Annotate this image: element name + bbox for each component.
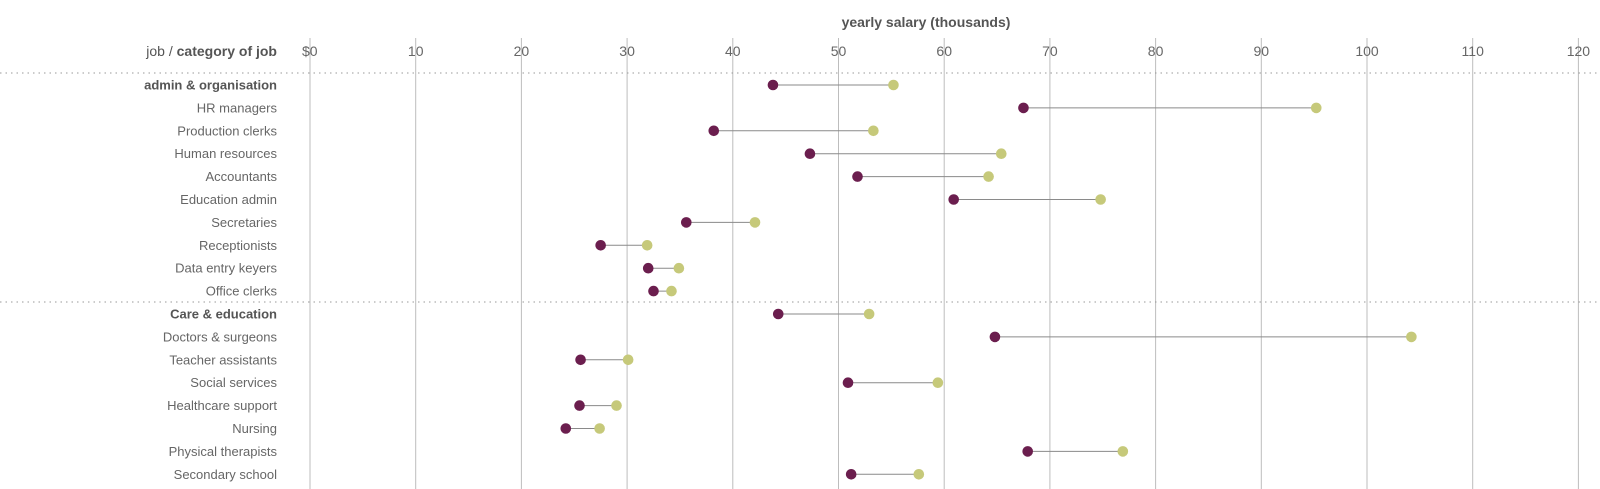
x-tick-label: 60 bbox=[936, 43, 952, 59]
low-value-dot bbox=[804, 148, 816, 159]
group-label: admin & organisation bbox=[144, 78, 277, 93]
high-value-dot bbox=[1310, 102, 1322, 114]
x-tick-label: 80 bbox=[1148, 43, 1164, 59]
low-value-dot bbox=[1022, 446, 1034, 457]
high-value-dot bbox=[594, 423, 605, 434]
x-tick-label: 40 bbox=[725, 43, 741, 59]
x-tick-label: 100 bbox=[1355, 43, 1379, 59]
x-tick-label: 10 bbox=[408, 43, 424, 59]
row-label: Healthcare support bbox=[167, 398, 277, 413]
low-value-dot bbox=[575, 354, 586, 366]
low-value-dot bbox=[845, 469, 857, 480]
low-value-dot bbox=[772, 308, 784, 320]
low-value-dot bbox=[680, 217, 692, 228]
low-value-dot bbox=[642, 262, 654, 274]
grid-layer bbox=[309, 38, 1579, 489]
low-value-dot bbox=[648, 285, 659, 297]
row-label: Receptionists bbox=[199, 238, 278, 253]
high-value-dot bbox=[673, 262, 685, 274]
low-value-dot bbox=[842, 377, 854, 389]
low-value-dot bbox=[595, 240, 606, 251]
high-value-dot bbox=[611, 400, 622, 411]
high-value-dot bbox=[641, 240, 653, 251]
low-value-dot bbox=[708, 125, 720, 137]
row-label: Physical therapists bbox=[169, 444, 278, 459]
row-label: Production clerks bbox=[177, 123, 277, 138]
low-value-dot bbox=[560, 423, 572, 434]
x-tick-label: 120 bbox=[1567, 43, 1591, 59]
x-tick-label: 50 bbox=[831, 43, 847, 59]
low-value-dot bbox=[1018, 102, 1029, 114]
x-tick-label: 30 bbox=[619, 43, 635, 59]
y-axis-title: job / category of job bbox=[145, 43, 277, 59]
row-label: Teacher assistants bbox=[169, 352, 277, 367]
row-label: Doctors & surgeons bbox=[163, 329, 278, 344]
x-tick-label: $0 bbox=[302, 43, 318, 59]
low-value-dot bbox=[767, 79, 779, 91]
low-value-dot bbox=[574, 400, 585, 411]
high-value-dot bbox=[868, 125, 879, 137]
low-value-dot bbox=[948, 194, 960, 205]
row-label: Nursing bbox=[232, 421, 277, 436]
y-axis-title-prefix: job / bbox=[145, 43, 176, 59]
dots bbox=[560, 79, 1417, 480]
high-value-dot bbox=[666, 285, 677, 297]
high-value-dot bbox=[863, 308, 875, 320]
row-labels: admin & organisation HR managers Productio… bbox=[144, 78, 277, 482]
row-label: Data entry keyers bbox=[175, 261, 277, 276]
x-tick-label: 20 bbox=[514, 43, 530, 59]
row-label: Education admin bbox=[180, 192, 277, 207]
x-tick-label: 90 bbox=[1254, 43, 1270, 59]
x-tick-label: 110 bbox=[1462, 43, 1485, 59]
row-label: HR managers bbox=[197, 100, 278, 115]
x-axis-title: yearly salary (thousands) bbox=[842, 14, 1011, 30]
high-value-dot bbox=[622, 354, 634, 366]
row-label: Secretaries bbox=[211, 215, 277, 230]
row-label: Office clerks bbox=[206, 284, 278, 299]
high-value-dot bbox=[913, 469, 925, 480]
row-label: Social services bbox=[190, 375, 277, 390]
row-label: Secondary school bbox=[174, 467, 277, 482]
x-axis-ticks: $0 10 20 30 40 50 60 70 80 90 100 110 120 bbox=[302, 43, 1590, 59]
high-value-dot bbox=[888, 79, 899, 91]
connectors bbox=[565, 84, 1412, 475]
low-value-dot bbox=[989, 331, 1001, 343]
group-label: Care & education bbox=[170, 307, 277, 322]
high-value-dot bbox=[749, 217, 761, 228]
y-axis-title-bold: category of job bbox=[177, 43, 277, 59]
low-value-dot bbox=[852, 171, 863, 182]
row-label: Accountants bbox=[205, 169, 277, 184]
high-value-dot bbox=[983, 171, 994, 182]
high-value-dot bbox=[1117, 446, 1129, 457]
high-value-dot bbox=[1406, 331, 1417, 343]
high-value-dot bbox=[932, 377, 944, 389]
x-tick-label: 70 bbox=[1042, 43, 1058, 59]
high-value-dot bbox=[1095, 194, 1106, 205]
high-value-dot bbox=[995, 148, 1007, 159]
row-label: Human resources bbox=[174, 146, 277, 161]
